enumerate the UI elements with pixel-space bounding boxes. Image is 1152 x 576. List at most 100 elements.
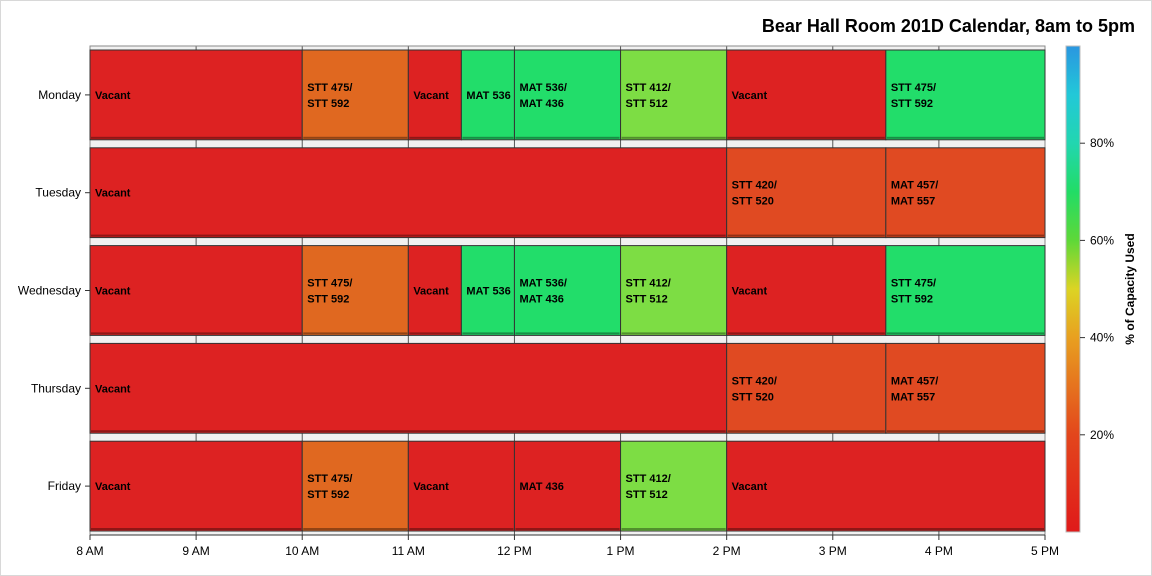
block-label: MAT 536	[466, 286, 510, 298]
block-label: STT 475/	[307, 473, 352, 485]
block-label: STT 475/	[891, 82, 936, 94]
x-tick-label: 2 PM	[713, 544, 741, 558]
block-rect	[620, 49, 728, 141]
block-label: STT 412/	[626, 473, 671, 485]
chart-title: Bear Hall Room 201D Calendar, 8am to 5pm	[762, 16, 1135, 36]
block-label: Vacant	[413, 481, 449, 493]
block-rect	[885, 49, 1046, 141]
block-shadow	[727, 234, 885, 237]
block-rect	[407, 245, 462, 336]
x-tick-label: 9 AM	[182, 544, 209, 558]
block-label: MAT 436	[519, 98, 563, 110]
block-rect	[407, 440, 515, 532]
block-label: STT 592	[307, 294, 349, 306]
block-shadow	[515, 136, 620, 139]
colorbar-ticks: 20% 40% 60% 80%	[1080, 136, 1114, 442]
x-tick-label: 5 PM	[1031, 544, 1059, 558]
x-tick-label: 11 AM	[392, 544, 425, 558]
block-shadow	[91, 332, 302, 335]
block-label: Vacant	[732, 90, 768, 102]
schedule-block: MAT 457/MAT 557	[885, 147, 1046, 239]
block-shadow	[409, 528, 514, 530]
block-label: STT 592	[891, 294, 933, 306]
schedule-block: STT 475/STT 592	[301, 245, 409, 336]
block-rect	[301, 245, 409, 336]
block-shadow	[621, 136, 726, 139]
schedule-block: Vacant	[89, 245, 303, 336]
block-label: Vacant	[95, 383, 131, 395]
schedule-block: STT 475/STT 592	[885, 245, 1046, 336]
block-shadow	[462, 136, 514, 139]
colorbar-tick-label: 40%	[1090, 331, 1114, 345]
schedule-block: MAT 536	[460, 245, 515, 336]
schedule-block: Vacant	[89, 342, 728, 434]
block-shadow	[727, 430, 885, 433]
block-rect	[885, 342, 1046, 434]
block-label: STT 520	[732, 196, 774, 208]
block-label: MAT 457/	[891, 180, 938, 192]
block-label: Vacant	[413, 90, 449, 102]
block-shadow	[727, 332, 885, 335]
schedule-block: STT 475/STT 592	[301, 49, 409, 141]
block-rect	[726, 440, 1046, 532]
schedule-block: Vacant	[407, 440, 515, 532]
block-rect	[513, 440, 622, 532]
block-label: MAT 457/	[891, 375, 938, 387]
colorbar-legend: 20% 40% 60% 80% % of Capacity Used	[1065, 45, 1137, 533]
x-tick-label: 10 AM	[285, 544, 319, 558]
block-label: MAT 436	[519, 481, 563, 493]
schedule-block: Vacant	[89, 147, 728, 239]
block-rect	[89, 147, 728, 239]
block-rect	[460, 49, 515, 141]
block-rect	[89, 440, 303, 532]
block-shadow	[727, 136, 885, 139]
block-label: Vacant	[95, 481, 131, 493]
block-rect	[89, 49, 303, 141]
x-tick-label: 8 AM	[76, 544, 103, 558]
block-label: Vacant	[95, 90, 131, 102]
colorbar-tick-label: 60%	[1090, 233, 1114, 247]
block-rect	[620, 440, 728, 532]
schedule-block: MAT 457/MAT 557	[885, 342, 1046, 434]
schedule-block: Vacant	[726, 440, 1046, 532]
x-tick-label: 12 PM	[497, 544, 532, 558]
schedule-block: Vacant	[89, 440, 303, 532]
block-shadow	[91, 430, 726, 433]
schedule-block: STT 412/STT 512	[620, 440, 728, 532]
schedule-block: STT 420/STT 520	[726, 342, 887, 434]
block-shadow	[515, 528, 620, 530]
block-rect	[885, 245, 1046, 336]
block-shadow	[886, 136, 1044, 139]
block-rect	[726, 245, 887, 336]
block-shadow	[91, 528, 302, 530]
schedule-block: STT 475/STT 592	[885, 49, 1046, 141]
x-tick-label: 1 PM	[607, 544, 635, 558]
colorbar-tick-label: 20%	[1090, 428, 1114, 442]
schedule-block: STT 475/STT 592	[301, 440, 409, 532]
block-label: Vacant	[95, 188, 131, 200]
block-rect	[513, 245, 622, 336]
block-label: STT 420/	[732, 180, 777, 192]
block-label: Vacant	[732, 481, 768, 493]
block-rect	[726, 49, 887, 141]
y-tick-label: Monday	[38, 88, 81, 102]
colorbar-gradient	[1065, 45, 1081, 533]
block-shadow	[91, 234, 726, 237]
schedule-block: STT 412/STT 512	[620, 49, 728, 141]
block-label: STT 475/	[891, 278, 936, 290]
schedule-block: MAT 536/MAT 436	[513, 245, 622, 336]
block-label: STT 412/	[626, 278, 671, 290]
block-label: STT 592	[891, 98, 933, 110]
colorbar-tick-label: 80%	[1090, 136, 1114, 150]
schedule-block: Vacant	[89, 49, 303, 141]
schedule-block: STT 412/STT 512	[620, 245, 728, 336]
block-rect	[301, 49, 409, 141]
y-tick-label: Tuesday	[35, 186, 81, 200]
block-shadow	[727, 528, 1044, 530]
block-shadow	[621, 332, 726, 335]
y-tick-label: Friday	[48, 479, 81, 493]
x-axis: 8 AM 9 AM 10 AM 11 AM 12 PM 1 PM 2 PM 3 PM 4 PM 5…	[76, 534, 1059, 558]
y-tick-label: Thursday	[31, 381, 81, 395]
schedule-block: Vacant	[726, 49, 887, 141]
